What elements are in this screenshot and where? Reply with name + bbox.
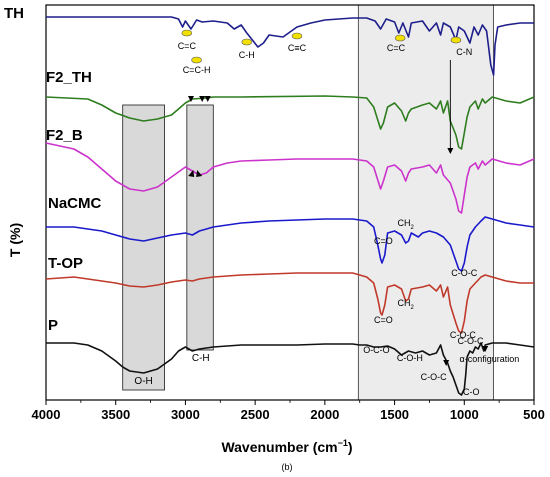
annotation-p-1: C-O-H bbox=[397, 353, 423, 363]
ch-arrow-f2b-1 bbox=[196, 170, 203, 177]
x-axis-label: Wavenumber (cm−1) bbox=[221, 438, 352, 455]
annotation-p-3: C-O-C bbox=[458, 336, 484, 346]
highlight-band-0 bbox=[122, 104, 165, 391]
marker-th-0 bbox=[181, 29, 193, 37]
highlight-bands bbox=[122, 4, 494, 401]
annotation-th-0: C=C bbox=[178, 41, 197, 51]
annotation-nacmc-3: C-O-C bbox=[451, 268, 477, 278]
x-tick-label-500: 500 bbox=[523, 407, 545, 422]
series-label-t-op: T-OP bbox=[48, 255, 83, 272]
ch-arrow-f2th-0 bbox=[188, 96, 195, 102]
marker-th-3 bbox=[291, 32, 303, 40]
marker-th-4 bbox=[394, 34, 406, 42]
annotation-nacmc-1: CH2 bbox=[398, 218, 415, 231]
series-label-th: TH bbox=[4, 5, 24, 22]
arrow-p-coc bbox=[443, 360, 450, 366]
series-line-f2-th bbox=[45, 95, 535, 150]
annotation-th-3: C≡C bbox=[288, 43, 307, 53]
series-line-p bbox=[46, 342, 535, 396]
x-tick-label-2500: 2500 bbox=[241, 407, 270, 422]
marker-th-5 bbox=[450, 36, 462, 44]
ch-arrow-f2th-1 bbox=[199, 96, 206, 102]
panel-label: (b) bbox=[282, 462, 293, 472]
series-line-th bbox=[46, 16, 534, 76]
x-axis-label-tail: ) bbox=[348, 439, 353, 455]
ch-arrow-f2b-0 bbox=[188, 170, 195, 177]
series-line-nacmc bbox=[46, 216, 535, 272]
series-labels: TH F2_TH F2_B NaCMC T-OP P bbox=[4, 5, 102, 334]
ch-arrow-f2th-2 bbox=[204, 96, 211, 102]
region-label-ch: C-H bbox=[192, 353, 210, 364]
annotation-p-0: O-C-O bbox=[363, 345, 390, 355]
series-lines bbox=[45, 16, 535, 396]
annotation-top-0: C=O bbox=[374, 315, 393, 325]
annotation-th-1: C=C-H bbox=[183, 65, 211, 75]
series-label-f2-b: F2_B bbox=[46, 127, 83, 144]
x-axis-label-sup: −1 bbox=[338, 438, 348, 448]
annotation-nacmc-0: C=O bbox=[374, 236, 393, 246]
x-tick-label-2000: 2000 bbox=[310, 407, 339, 422]
y-axis-label: T (%) bbox=[7, 223, 23, 257]
x-tick-label-3000: 3000 bbox=[171, 407, 200, 422]
marker-th-1 bbox=[191, 56, 202, 64]
annotation-p-5: C-O bbox=[463, 387, 480, 397]
annotations: C=C C=C-H C-H C≡C C=C C-N C=O CH2 C-O-C C=O CH2 C-O… bbox=[134, 29, 520, 397]
x-tick-label-1000: 1000 bbox=[450, 407, 479, 422]
annotation-top-1: CH2 bbox=[398, 298, 415, 311]
series-line-f2-b bbox=[45, 142, 535, 214]
annotation-th-4: C=C bbox=[387, 43, 406, 53]
series-line-t-op bbox=[45, 272, 534, 334]
annotation-p-2: C-O-C bbox=[421, 372, 447, 382]
region-label-oh: O-H bbox=[134, 376, 152, 387]
x-tick-label-3500: 3500 bbox=[101, 407, 130, 422]
series-label-nacmc: NaCMC bbox=[48, 195, 102, 212]
highlight-band-2 bbox=[357, 4, 494, 401]
x-tick-label-1500: 1500 bbox=[380, 407, 409, 422]
cn-arrow-head bbox=[447, 148, 454, 154]
x-axis-ticks: 4000 3500 3000 2500 2000 1500 1000 500 bbox=[32, 400, 545, 422]
x-axis-label-main: Wavenumber (cm bbox=[221, 439, 337, 455]
annotation-p-4: α-configuration bbox=[460, 354, 520, 364]
series-label-f2-th: F2_TH bbox=[46, 69, 92, 86]
arrow-p-alpha bbox=[482, 346, 489, 352]
series-label-p: P bbox=[48, 317, 58, 334]
x-tick-label-4000: 4000 bbox=[32, 407, 61, 422]
annotation-th-2: C-H bbox=[239, 50, 255, 60]
annotation-th-5: C-N bbox=[456, 47, 472, 57]
marker-th-2 bbox=[241, 38, 253, 46]
annotation-top-3: C-O-C bbox=[450, 330, 476, 340]
